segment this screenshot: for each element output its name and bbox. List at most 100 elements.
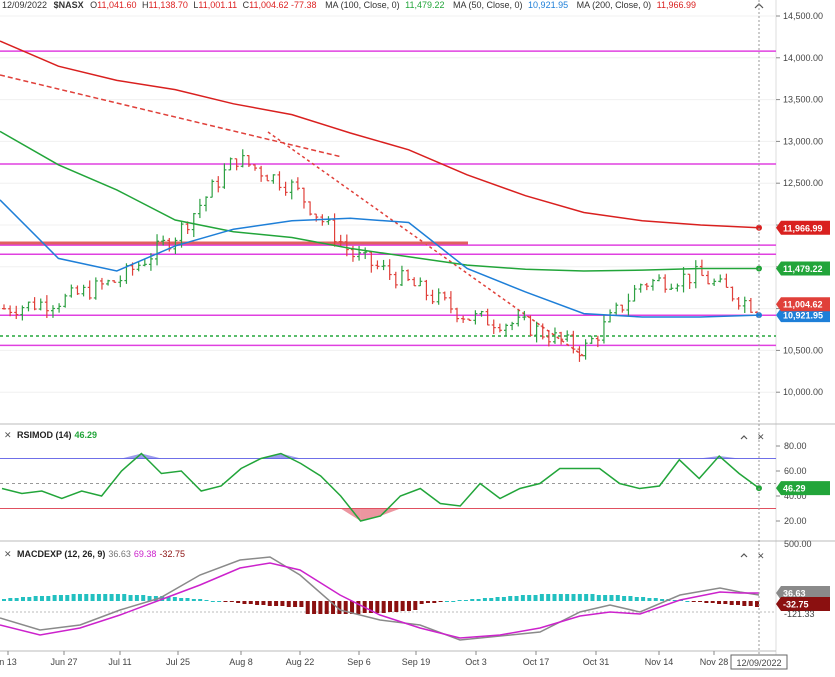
header-symbol: $NASX (54, 0, 84, 10)
macd-value-badge-bg (776, 586, 830, 600)
rsi-badge: 46.29 (756, 481, 830, 496)
macd-close-icon[interactable]: ✕ (4, 549, 12, 559)
rsi-header: ✕ RSIMOD (14) 46.29 ✕ (4, 430, 765, 442)
macd-histogram-bar (520, 595, 525, 601)
macd-histogram-bar (495, 597, 500, 601)
x-axis: n 13 Jun 27 Jul 11 Jul 25 Aug 8 Aug 22 Sep 6 Se… (0, 651, 728, 667)
price-tick-label: 14,500.00 (783, 11, 823, 21)
macd-histogram-bar (539, 594, 544, 601)
ma100-badge-text: 11,479.22 (783, 264, 823, 274)
macd-histogram-bar (647, 598, 652, 601)
panel-frames (0, 0, 835, 660)
ma50-badge-bg (776, 308, 830, 323)
macd-histogram-bar (134, 595, 139, 601)
price-tick-label: 10,500.00 (783, 345, 823, 355)
price-y-axis: 14,500.00 14,000.00 13,500.00 13,000.00 12,5… (776, 11, 823, 397)
macd-histogram-bar (204, 600, 209, 601)
macd-histogram-bar (672, 600, 677, 601)
macd-histogram-bar (324, 601, 329, 614)
price-tick-label: 13,500.00 (783, 95, 823, 105)
macd-histogram-bar (77, 594, 82, 601)
macd-chevron-up-icon[interactable] (740, 553, 748, 558)
ma100-line (0, 130, 759, 272)
ma-endpoint-dot (756, 312, 762, 319)
macd-histogram-bar (274, 601, 279, 606)
macd-badges: 36.63-32.75-121.33 (776, 586, 830, 619)
rsi-line (1, 452, 760, 522)
macd-histogram-bar (299, 601, 304, 607)
macd-histogram-bar (571, 594, 576, 601)
macd-histogram-bar (482, 598, 487, 601)
macd-histogram-bar (425, 601, 430, 603)
macd-title-v3: -32.75 (159, 549, 185, 559)
macd-title-v2: 69.38 (134, 549, 157, 559)
macd-histogram-bar (90, 594, 95, 601)
macd-histogram-bar (527, 595, 532, 601)
macd-value-badge-text: 36.63 (783, 589, 806, 599)
close-badge-text: 11,004.62 (783, 300, 823, 310)
rsi-tick-label: 60.00 (784, 466, 807, 476)
rsi-overbought-fill (280, 453, 301, 459)
x-tick-label: Oct 17 (523, 657, 550, 667)
macd-histogram-bar (691, 601, 696, 602)
header-l-value: 11,001.11 (198, 0, 237, 10)
header-h-value: 11,138.70 (149, 0, 188, 10)
legend-header: 12/09/2022 $NASX O11,041.60 H11,138.70 L… (2, 0, 696, 10)
macd-histogram-bar (280, 601, 285, 606)
x-tick-label: Aug 22 (286, 657, 315, 667)
macd-histogram-bar (381, 601, 386, 613)
macd-histogram-bar (508, 596, 513, 601)
macd-hist-badge-bg (776, 597, 830, 611)
macd-histogram-bar (641, 597, 646, 601)
x-tick-label: n 13 (0, 657, 17, 667)
macd-histogram-bar (229, 601, 234, 602)
macd-histogram-bar (217, 601, 222, 602)
macd-histogram-bar (46, 596, 51, 601)
macd-x-icon[interactable]: ✕ (757, 551, 765, 561)
macd-line (0, 556, 760, 641)
rsi-title: RSIMOD (14) 46.29 (17, 430, 97, 440)
header-o-value: 11,041.60 (97, 0, 136, 10)
macd-top-tick: 500.00 (784, 539, 812, 549)
x-tick-label: Sep 6 (347, 657, 371, 667)
macd-histogram-bar (577, 594, 582, 601)
rsi-value-badge-text: 46.29 (783, 484, 806, 494)
close-icon[interactable]: ✕ (4, 430, 12, 440)
x-tick-label: Oct 3 (465, 657, 487, 667)
rsi-y-axis: 80.00 60.00 40.00 20.00 (776, 441, 807, 526)
macd-title: MACDEXP (12, 26, 9) 36.63 69.38 -32.75 (17, 549, 185, 559)
x-tick-label: Aug 8 (229, 657, 253, 667)
macd-histogram-bar (84, 594, 89, 601)
macd-histogram-bar (660, 599, 665, 601)
macd-histogram-bar (267, 601, 272, 606)
macd-histogram-bar (343, 601, 348, 614)
macd-histogram-bar (65, 595, 70, 601)
legend-ma100-label: MA (100, Close, 0) (325, 0, 400, 10)
macd-histogram-bar (470, 599, 475, 601)
macd-histogram-bar (8, 598, 13, 601)
macd-histogram-bar (305, 601, 310, 614)
macd-histogram-bar (634, 597, 639, 601)
ma50-line (0, 199, 760, 318)
macd-histogram-bar (179, 598, 184, 601)
trendlines (0, 74, 776, 358)
rsi-chevron-up-icon[interactable] (740, 435, 748, 440)
macd-histogram-bar (293, 601, 298, 607)
ma200-badge-text: 11,966.99 (783, 223, 823, 233)
macd-histogram-bar (489, 598, 494, 601)
macd-histogram-bar (172, 597, 177, 601)
current-date-text: 12/09/2022 (736, 658, 781, 668)
macd-histogram-bar (552, 594, 557, 601)
header-change: -77.38 (291, 0, 317, 10)
x-tick-label: Jul 11 (108, 657, 131, 667)
macd-histogram-bar (742, 601, 747, 606)
rsi-close-icon[interactable]: ✕ (757, 432, 765, 442)
legend-ma100-value: 11,479.22 (405, 0, 444, 10)
macd-histogram-bar (27, 597, 32, 601)
macd-histogram-bar (255, 601, 260, 605)
x-tick-label: Nov 28 (700, 657, 729, 667)
macd-histogram-bar (444, 601, 449, 602)
macd-histogram-bar (565, 594, 570, 601)
macd-histogram-bar (71, 594, 76, 601)
macd-histogram-bar (628, 596, 633, 601)
